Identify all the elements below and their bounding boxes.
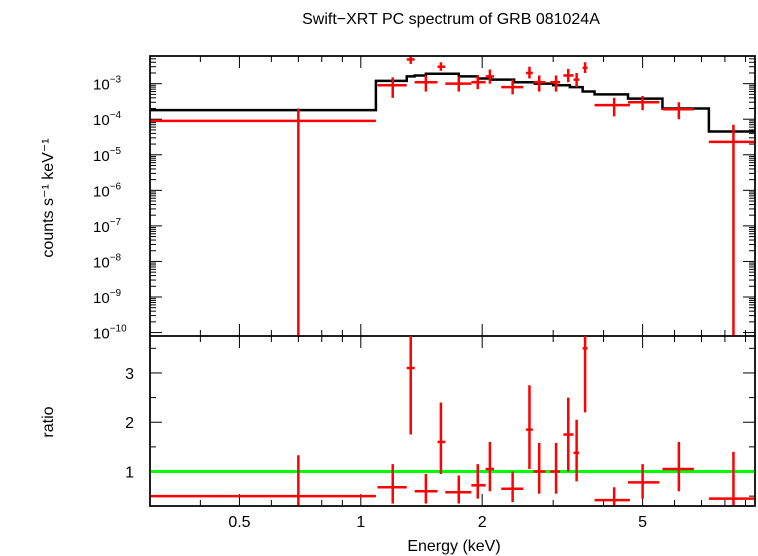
data-point <box>550 442 561 494</box>
data-point <box>377 77 407 98</box>
y-tick-label: 10−4 <box>93 110 122 129</box>
chart-title: Swift−XRT PC spectrum of GRB 081024A <box>302 11 600 28</box>
ratio-panel: 1 2 3 0.5 1 2 5 <box>125 55 756 531</box>
data-point <box>501 79 524 95</box>
bottom-plot-frame <box>149 335 756 507</box>
outer-frame <box>149 55 756 507</box>
data-point <box>471 464 486 499</box>
y-tick-label: 3 <box>125 366 134 383</box>
data-point <box>150 455 376 506</box>
data-point <box>563 397 574 472</box>
data-point <box>708 451 755 506</box>
model-step-line <box>150 72 755 133</box>
data-point <box>150 108 376 336</box>
bottom-ylabel: ratio <box>40 406 57 437</box>
top-plot-frame <box>149 55 756 337</box>
data-point <box>377 464 407 504</box>
spectrum-panel: 10−3 10−4 10−5 10−6 10−7 10−8 10−9 10−10 <box>93 55 756 506</box>
data-point <box>501 471 524 503</box>
x-tick-label: 1 <box>356 514 365 531</box>
data-point <box>526 385 533 470</box>
data-point <box>485 69 495 84</box>
x-tick-label: 0.5 <box>228 514 250 531</box>
y-tick-label: 10−6 <box>93 181 122 200</box>
data-point <box>662 441 694 492</box>
y-tick-label: 1 <box>125 465 134 482</box>
data-point <box>406 336 415 435</box>
data-point <box>533 75 546 92</box>
y-tick-label: 10−5 <box>93 146 122 165</box>
data-point <box>445 76 472 92</box>
data-point <box>406 56 415 64</box>
data-point <box>533 442 546 494</box>
data-point <box>414 75 438 92</box>
y-tick-label: 10−7 <box>93 217 122 236</box>
data-point <box>628 95 660 111</box>
data-point <box>485 441 495 492</box>
data-point <box>437 402 446 474</box>
y-tick-label: 10−10 <box>93 324 127 343</box>
y-tick-label: 2 <box>125 415 134 432</box>
data-point <box>708 124 755 336</box>
data-point <box>582 62 588 73</box>
data-point <box>594 97 630 117</box>
x-tick-label: 2 <box>478 514 487 531</box>
data-point <box>573 72 580 88</box>
data-point <box>414 473 438 504</box>
data-point <box>582 336 588 413</box>
y-tick-label: 10−3 <box>93 75 122 94</box>
data-point <box>526 66 533 79</box>
data-point <box>563 68 574 83</box>
top-ylabel: counts s⁻¹ keV⁻¹ <box>40 138 57 257</box>
x-tick-label: 5 <box>638 514 647 531</box>
data-point <box>550 75 561 92</box>
data-point <box>573 419 580 482</box>
data-point <box>445 475 472 504</box>
data-point <box>471 75 486 90</box>
data-point <box>662 102 694 120</box>
data-point <box>594 487 630 506</box>
y-tick-label: 10−8 <box>93 252 122 271</box>
x-axis-label: Energy (keV) <box>407 538 500 555</box>
data-point <box>437 62 446 71</box>
data-point <box>628 464 660 499</box>
y-tick-label: 10−9 <box>93 288 122 307</box>
